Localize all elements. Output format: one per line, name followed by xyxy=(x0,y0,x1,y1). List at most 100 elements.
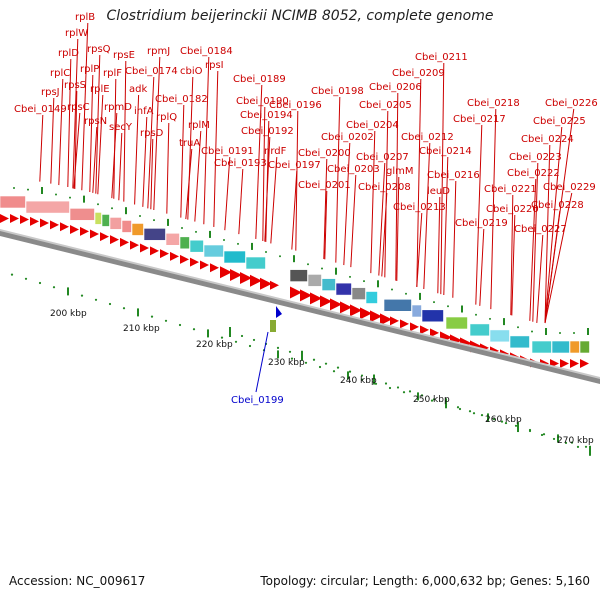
gene-label[interactable]: Cbei_0192 xyxy=(241,126,294,137)
tick-dot xyxy=(573,332,575,334)
gene-label[interactable]: Cbei_0227 xyxy=(514,224,567,235)
gene-label[interactable]: rpmJ xyxy=(147,46,170,57)
scale-dot xyxy=(52,286,56,289)
gene-label[interactable]: Cbei_0205 xyxy=(359,100,412,111)
gene-label[interactable]: Cbei_0203 xyxy=(327,164,380,175)
gene-label[interactable]: truA xyxy=(179,138,200,149)
connector-line xyxy=(511,214,516,316)
gene-label[interactable]: rpsC xyxy=(67,102,90,113)
gene-label[interactable]: rplQ xyxy=(156,112,177,123)
gene-label[interactable]: rpsE xyxy=(113,50,135,61)
gene-label[interactable]: infA xyxy=(134,106,154,117)
gene-label[interactable]: rplB xyxy=(75,12,95,23)
feature-segment xyxy=(109,217,122,230)
gene-label[interactable]: Cbei_0174 xyxy=(125,66,178,77)
connector-line xyxy=(510,194,514,316)
gene-arrow xyxy=(560,359,569,368)
gene-label[interactable]: Cbei_0190 xyxy=(236,96,289,107)
gene-label[interactable]: rpsD xyxy=(140,128,164,139)
gene-label[interactable]: adk xyxy=(129,84,147,95)
gene-label[interactable]: Cbei_0198 xyxy=(311,86,364,97)
scale-tick xyxy=(67,287,69,296)
gene-label[interactable]: Cbei_0217 xyxy=(453,114,506,125)
gene-label[interactable]: Cbei_0182 xyxy=(155,94,208,105)
connector-line xyxy=(475,124,483,305)
gene-label[interactable]: Cbei_0228 xyxy=(531,200,584,211)
gene-label[interactable]: nrdF xyxy=(264,146,287,157)
gene-label[interactable]: Cbei_0189 xyxy=(233,74,286,85)
gene-label[interactable]: Cbei_0149 xyxy=(14,104,67,115)
gene-arrow xyxy=(380,313,392,326)
scale-dot xyxy=(192,328,196,331)
gene-label[interactable]: Cbei_0184 xyxy=(180,46,233,57)
gene-label[interactable]: rpsQ xyxy=(87,44,111,55)
gene-label[interactable]: Cbei_0200 xyxy=(298,148,351,159)
gene-label[interactable]: Cbei_0219 xyxy=(455,218,508,229)
highlight-label[interactable]: Cbei_0199 xyxy=(231,395,284,406)
scale-dot xyxy=(122,307,126,310)
gene-label[interactable]: rplE xyxy=(90,84,110,95)
connector-line xyxy=(72,38,79,189)
gene-label[interactable]: Cbei_0207 xyxy=(356,152,409,163)
gene-label[interactable]: Cbei_0213 xyxy=(393,202,446,213)
gene-label[interactable]: Cbei_0229 xyxy=(543,182,596,193)
gene-label[interactable]: Cbei_0206 xyxy=(369,82,422,93)
gene-label[interactable]: Cbei_0212 xyxy=(401,132,454,143)
gene-arrow xyxy=(170,251,179,261)
gene-label[interactable]: rplD xyxy=(58,48,79,59)
connector-line xyxy=(255,84,263,239)
gene-label[interactable]: Cbei_0191 xyxy=(201,146,254,157)
connector-line xyxy=(123,60,127,202)
gene-label[interactable]: Cbei_0208 xyxy=(358,182,411,193)
gene-label[interactable]: Cbei_0201 xyxy=(298,180,351,191)
gene-label[interactable]: rpsN xyxy=(84,116,107,127)
gene-label[interactable]: Cbei_0216 xyxy=(427,170,480,181)
gene-label[interactable]: Cbei_0211 xyxy=(415,52,468,63)
connector-line xyxy=(440,62,445,295)
scale-dot xyxy=(472,412,476,415)
feature-subsegment xyxy=(72,211,93,218)
gene-label[interactable]: Cbei_0218 xyxy=(467,98,520,109)
gene-label[interactable]: glmM xyxy=(386,166,414,177)
gene-label[interactable]: cbiO xyxy=(180,66,203,77)
gene-label[interactable]: Cbei_0196 xyxy=(269,100,322,111)
gene-arrow xyxy=(350,304,362,317)
gene-label[interactable]: Cbei_0224 xyxy=(521,134,574,145)
tick-dot xyxy=(405,292,407,295)
gene-label[interactable]: rplC xyxy=(50,68,70,79)
gene-label[interactable]: rpsI xyxy=(205,60,224,71)
gene-label[interactable]: Cbei_0193 xyxy=(214,158,267,169)
gene-label[interactable]: Cbei_0197 xyxy=(268,160,321,171)
scale-dot xyxy=(94,298,98,301)
gene-label[interactable]: Cbei_0202 xyxy=(321,132,374,143)
tick-dot xyxy=(279,255,281,258)
gene-label[interactable]: Cbei_0209 xyxy=(392,68,445,79)
gene-label[interactable]: rpmD xyxy=(104,102,132,113)
gene-label[interactable]: rplP xyxy=(80,64,99,75)
connector-line xyxy=(544,192,573,324)
feature-subsegment xyxy=(182,239,188,246)
gene-label[interactable]: Cbei_0225 xyxy=(533,116,586,127)
connector-line xyxy=(194,130,202,222)
gene-label[interactable]: rplW xyxy=(65,28,88,39)
gene-label[interactable]: Cbei_0222 xyxy=(507,168,560,179)
gene-arrow xyxy=(310,292,322,305)
gene-label[interactable]: leuD xyxy=(427,186,450,197)
gene-arrow xyxy=(160,249,169,259)
gene-label[interactable]: Cbei_0194 xyxy=(240,110,293,121)
gene-label[interactable]: Cbei_0220 xyxy=(486,204,539,215)
gene-label[interactable]: Cbei_0223 xyxy=(509,152,562,163)
tick-dot xyxy=(153,219,155,222)
gene-label[interactable]: rplM xyxy=(188,120,210,131)
scale-dot xyxy=(164,319,168,322)
gene-label[interactable]: Cbei_0221 xyxy=(484,184,537,195)
gene-label[interactable]: rpsS xyxy=(64,80,86,91)
gene-label[interactable]: Cbei_0214 xyxy=(419,146,472,157)
gene-label[interactable]: Cbei_0226 xyxy=(545,98,598,109)
gene-arrow xyxy=(50,220,59,230)
gene-label[interactable]: rplF xyxy=(103,68,122,79)
gene-label[interactable]: rpsJ xyxy=(41,87,60,98)
gene-label[interactable]: Cbei_0204 xyxy=(346,120,399,131)
gene-label[interactable]: secY xyxy=(109,122,133,133)
tick-mark xyxy=(545,328,547,335)
